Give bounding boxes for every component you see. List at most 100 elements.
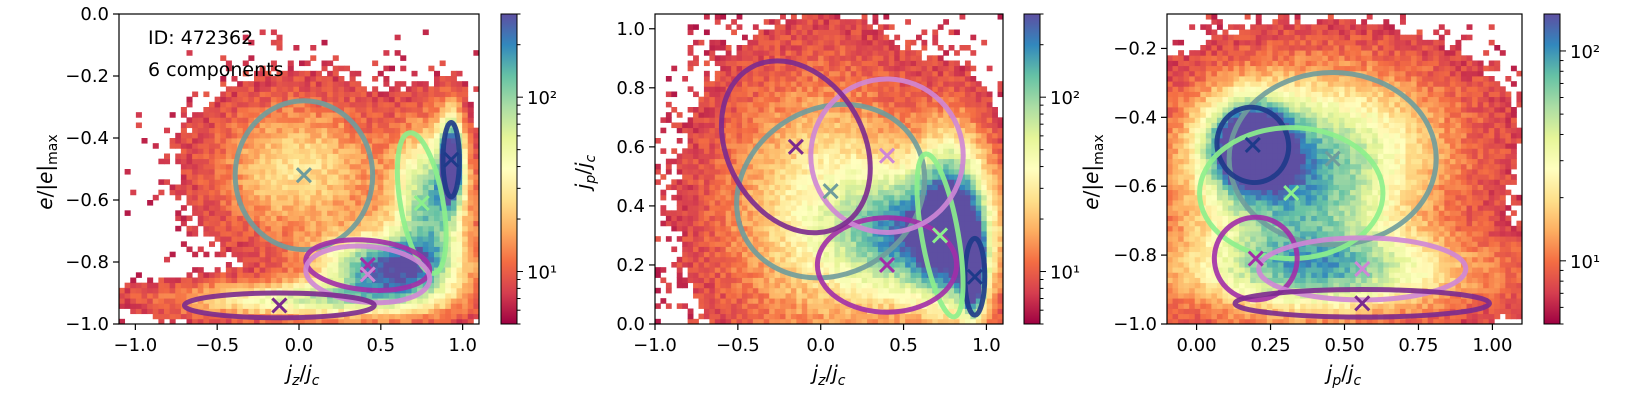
heatmap-cell [434, 107, 441, 113]
heatmap-cell [763, 101, 770, 108]
heatmap-cell [801, 86, 808, 92]
heatmap-cell [883, 39, 890, 46]
heatmap-cell [389, 143, 396, 149]
heatmap-cell [209, 194, 216, 201]
heatmap-cell [259, 65, 266, 72]
heatmap-cell [473, 246, 479, 253]
heatmap-cell [355, 267, 362, 273]
heatmap-cell [180, 184, 187, 191]
heatmap-cell [758, 65, 765, 72]
heatmap-cell [355, 184, 362, 191]
heatmap-cell [304, 138, 311, 144]
heatmap-cell [725, 282, 732, 289]
heatmap-cell [242, 91, 249, 98]
heatmap-cell [299, 262, 306, 268]
heatmap-cell [747, 308, 754, 315]
heatmap-cell [850, 313, 857, 320]
heatmap-cell [293, 148, 300, 154]
heatmap-cell [349, 267, 356, 273]
heatmap-cell [736, 143, 743, 149]
heatmap-cell [763, 153, 770, 160]
heatmap-cell [698, 138, 705, 144]
heatmap-cell [225, 298, 232, 304]
heatmap-cell [293, 262, 300, 268]
heatmap-cell [839, 194, 846, 201]
heatmap-cell [327, 282, 334, 289]
heatmap-cell [883, 50, 890, 56]
heatmap-cell [834, 19, 841, 25]
heatmap-cell [731, 241, 737, 247]
heatmap-cell [861, 184, 868, 191]
heatmap-cell [186, 132, 193, 139]
heatmap-cell [135, 272, 142, 278]
heatmap-cell [894, 256, 901, 263]
heatmap-cell [807, 256, 814, 263]
heatmap-cell [462, 210, 469, 216]
heatmap-cell [774, 24, 781, 30]
heatmap-cell [780, 303, 786, 309]
heatmap-cell [372, 158, 379, 165]
heatmap-cell [785, 184, 792, 191]
heatmap-cell [265, 122, 272, 129]
heatmap-cell [823, 318, 830, 324]
heatmap-cell [720, 189, 727, 196]
heatmap-cell [742, 45, 748, 51]
heatmap-cell [818, 236, 824, 242]
heatmap-cell [709, 287, 716, 294]
heatmap-cell [731, 215, 737, 222]
heatmap-cell [894, 153, 901, 160]
heatmap-cell [473, 184, 479, 191]
heatmap-cell [780, 112, 786, 118]
heatmap-cell [248, 163, 255, 170]
heatmap-cell [687, 189, 694, 196]
heatmap-cell [780, 127, 786, 134]
heatmap-cell [823, 143, 830, 149]
heatmap-cell [899, 153, 906, 160]
heatmap-cell [801, 14, 808, 20]
heatmap-cell [473, 179, 479, 185]
heatmap-cell [422, 298, 429, 304]
heatmap-cell [355, 231, 362, 237]
heatmap-cell [763, 236, 770, 242]
heatmap-cell [747, 81, 754, 87]
heatmap-cell [839, 34, 846, 41]
heatmap-cell [758, 287, 765, 294]
heatmap-cell [861, 169, 868, 175]
heatmap-cell [203, 231, 210, 237]
heatmap-cell [315, 81, 322, 87]
heatmap-cell [366, 117, 373, 123]
heatmap-cell [758, 101, 765, 108]
heatmap-cell [315, 163, 322, 170]
heatmap-cell [796, 246, 803, 253]
heatmap-cell [372, 215, 379, 222]
heatmap-cell [845, 39, 852, 46]
heatmap-cell [742, 60, 748, 67]
heatmap-cell [812, 81, 819, 87]
heatmap-cell [450, 287, 457, 294]
heatmap-cell [237, 287, 244, 294]
heatmap-cell [850, 282, 857, 289]
heatmap-cell [338, 298, 345, 304]
heatmap-cell [242, 189, 249, 196]
heatmap-cell [214, 174, 221, 180]
heatmap-cell [349, 174, 356, 180]
heatmap-cell [899, 117, 906, 123]
heatmap-cell [248, 112, 255, 118]
heatmap-cell [293, 101, 300, 108]
heatmap-cell [861, 277, 868, 284]
heatmap-cell [747, 112, 754, 118]
x-tick-label: −0.5 [195, 335, 239, 356]
heatmap-cell [344, 96, 351, 103]
heatmap-cell [703, 96, 710, 103]
heatmap-cell [214, 298, 221, 304]
heatmap-cell [752, 158, 759, 165]
heatmap-cell [763, 81, 770, 87]
heatmap-cell [687, 65, 694, 72]
heatmap-cell [780, 308, 786, 315]
heatmap-cell [293, 138, 300, 144]
heatmap-cell [725, 81, 732, 87]
x-axis-label: jz/jc [284, 361, 320, 389]
heatmap-cell [752, 132, 759, 139]
heatmap-cell [829, 39, 835, 46]
heatmap-cell [377, 179, 384, 185]
